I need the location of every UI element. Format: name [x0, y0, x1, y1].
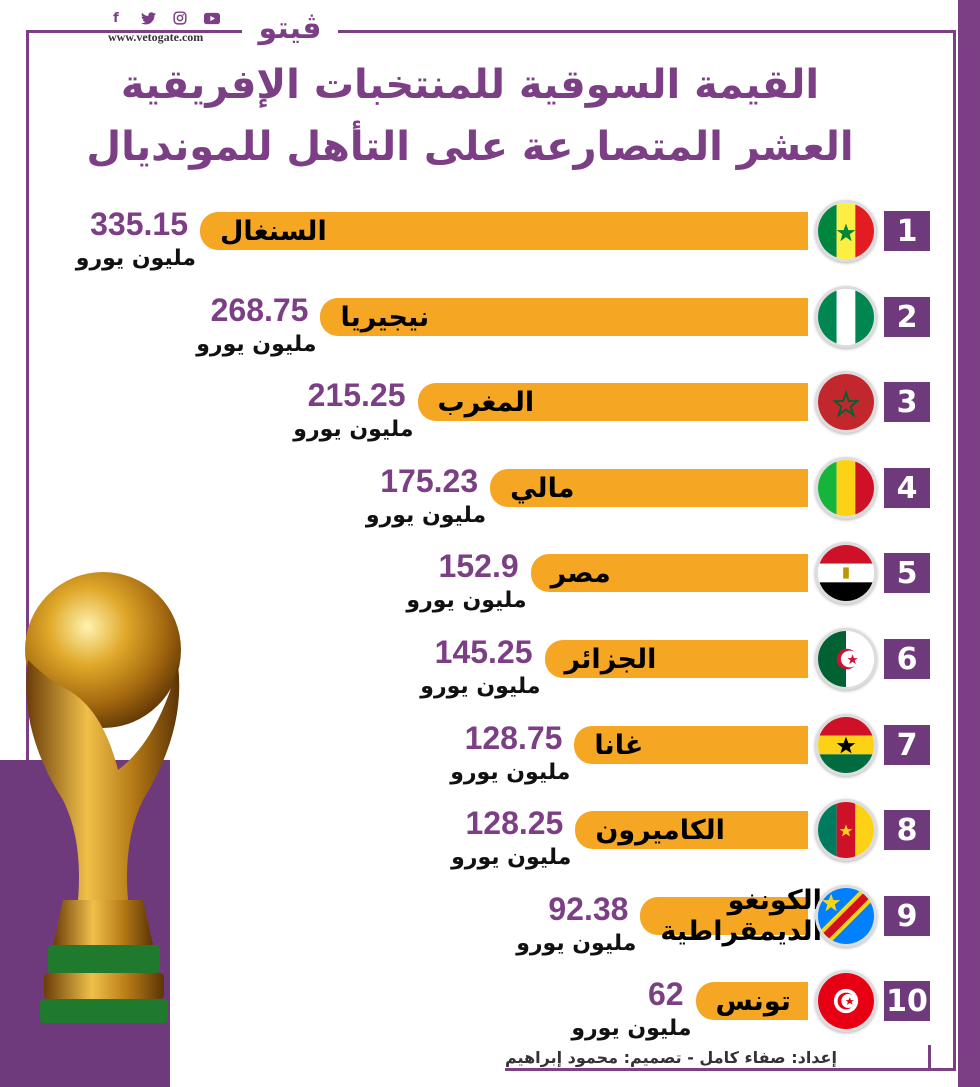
unit-label: مليون يورو	[293, 417, 414, 442]
country-label: السنغال	[220, 215, 327, 247]
rank-badge: 9	[884, 896, 930, 936]
rank-badge: 3	[884, 382, 930, 422]
page-title-line1: القيمة السوقية للمنتخبات الإفريقية	[120, 62, 820, 108]
country-label: غانا	[594, 729, 644, 761]
country-label: الكاميرون	[595, 814, 725, 846]
value-label: 128.25	[465, 805, 564, 841]
mali-flag-icon	[815, 457, 877, 519]
country-label: الجزائر	[564, 643, 657, 675]
value-label: 335.15	[90, 206, 188, 242]
frame-top-line	[26, 30, 956, 33]
page-title-line2: العشر المتصارعة على التأهل للمونديال	[86, 124, 854, 170]
frame-bottom-line	[505, 1068, 956, 1071]
unit-label: مليون يورو	[420, 674, 541, 699]
rank-badge: 8	[884, 810, 930, 850]
youtube-icon[interactable]	[204, 10, 220, 26]
bar	[544, 640, 808, 678]
country-label: الكونغو الديمقراطية	[660, 885, 822, 947]
country-label: نيجيريا	[340, 301, 430, 333]
social-icons: f	[108, 10, 220, 26]
egypt-flag-icon	[815, 542, 877, 604]
right-edge-band	[958, 0, 980, 1087]
credits-text: إعداد: صفاء كامل - تصميم: محمود إبراهيم	[505, 1047, 837, 1067]
value-label: 215.25	[307, 377, 406, 413]
site-url[interactable]: www.vetogate.com	[108, 30, 204, 44]
value-label: 145.25	[434, 634, 533, 670]
unit-label: مليون يورو	[450, 760, 571, 785]
cameroon-flag-icon	[815, 799, 877, 861]
value-label: 152.9	[438, 548, 519, 584]
unit-label: مليون يورو	[516, 931, 637, 956]
credits-divider	[928, 1045, 931, 1069]
instagram-icon[interactable]	[172, 10, 188, 26]
tunisia-flag-icon	[815, 970, 877, 1032]
nigeria-flag-icon	[815, 286, 877, 348]
country-label: مالي	[510, 472, 575, 504]
svg-text:ڤيتو: ڤيتو	[257, 11, 322, 46]
morocco-flag-icon	[815, 371, 877, 433]
value-label: 92.38	[548, 891, 629, 927]
rank-badge: 1	[884, 211, 930, 251]
senegal-flag-icon	[815, 200, 877, 262]
bar	[574, 726, 808, 764]
twitter-icon[interactable]	[140, 10, 156, 26]
value-label: 62	[647, 976, 684, 1012]
bar	[200, 212, 808, 250]
rank-badge: 10	[884, 981, 930, 1021]
algeria-flag-icon	[815, 628, 877, 690]
country-label: مصر	[550, 557, 611, 589]
unit-label: مليون يورو	[196, 332, 317, 357]
value-label: 268.75	[210, 292, 309, 328]
country-label: المغرب	[437, 386, 535, 418]
dr-congo-flag-icon	[815, 885, 877, 947]
rank-badge: 2	[884, 297, 930, 337]
bar	[320, 298, 808, 336]
rank-badge: 7	[884, 725, 930, 765]
unit-label: مليون يورو	[571, 1016, 692, 1041]
ghana-flag-icon	[815, 714, 877, 776]
value-label: 175.23	[380, 463, 479, 499]
frame-left-line	[26, 30, 29, 760]
country-label: تونس	[715, 985, 791, 1017]
unit-label: مليون يورو	[75, 246, 196, 271]
rank-badge: 4	[884, 468, 930, 508]
facebook-icon[interactable]: f	[113, 10, 119, 26]
rank-badge: 6	[884, 639, 930, 679]
brand-logo[interactable]: ڤيتو	[240, 6, 340, 48]
bar	[417, 383, 808, 421]
frame-right-line	[953, 30, 956, 1070]
bar	[695, 982, 808, 1020]
world-cup-trophy-icon	[25, 572, 181, 1023]
bar	[575, 811, 808, 849]
bar	[530, 554, 808, 592]
value-label: 128.75	[464, 720, 563, 756]
rank-badge: 5	[884, 553, 930, 593]
bar	[490, 469, 808, 507]
unit-label: مليون يورو	[365, 503, 487, 528]
unit-label: مليون يورو	[451, 845, 572, 870]
bar	[640, 897, 808, 935]
unit-label: مليون يورو	[406, 588, 527, 613]
